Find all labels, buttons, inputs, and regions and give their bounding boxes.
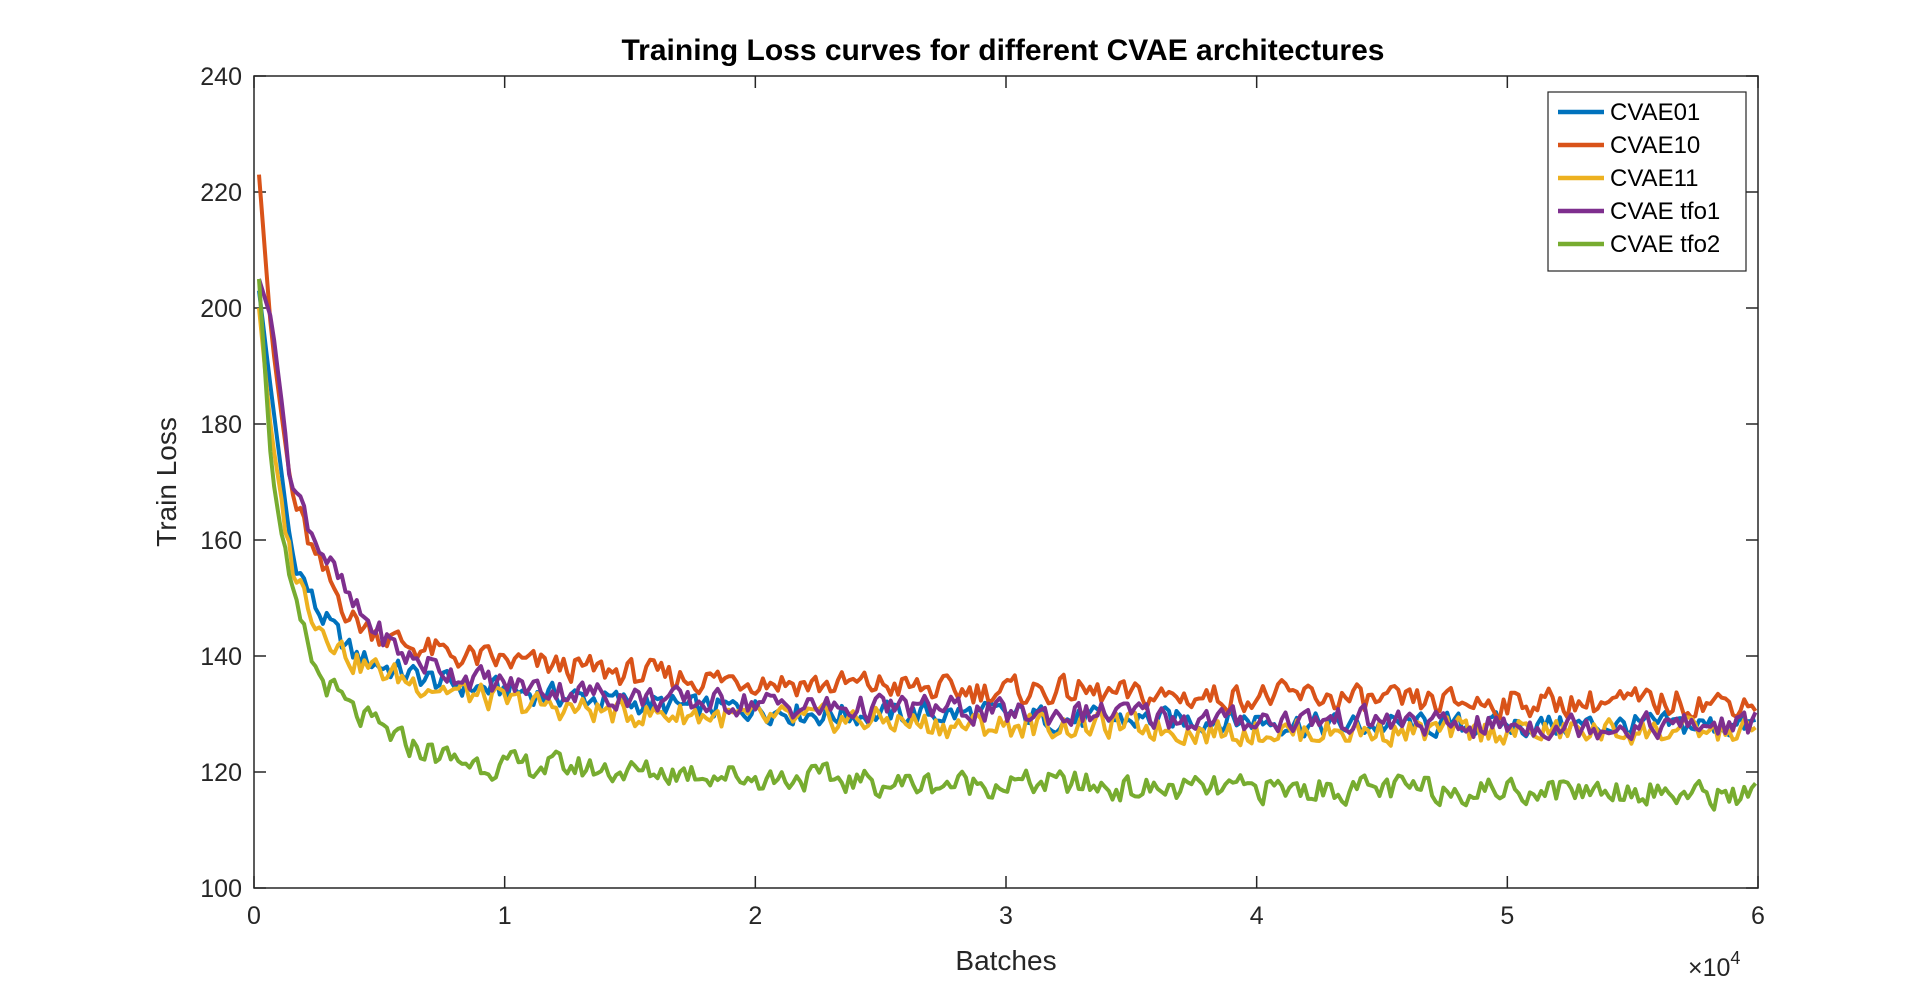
y-tick-label: 140 bbox=[200, 643, 242, 671]
legend-label: CVAE11 bbox=[1610, 165, 1699, 192]
legend-label: CVAE01 bbox=[1610, 99, 1700, 126]
legend-box bbox=[1547, 91, 1747, 272]
x-tick-label: 4 bbox=[1250, 902, 1264, 930]
legend-label: CVAE10 bbox=[1610, 132, 1700, 159]
tick-labels-layer: 0 1 2 3 4 5 6 100 120 140 160 180 200 220 240 bbox=[200, 63, 1765, 930]
x-tick-label: 5 bbox=[1500, 902, 1514, 930]
series-line-3 bbox=[257, 278, 1758, 742]
y-tick-label: 100 bbox=[200, 875, 242, 903]
y-axis-label: Train Loss bbox=[151, 417, 182, 547]
plot-area bbox=[254, 76, 1758, 888]
x-exponent-multiplier: ×104 bbox=[1688, 948, 1740, 982]
x-axis-label: Batches bbox=[955, 945, 1056, 976]
y-tick-label: 200 bbox=[200, 295, 242, 323]
legend: CVAE01 CVAE10 CVAE11 CVAE tfo1 CVAE tfo2 bbox=[1547, 91, 1747, 272]
legend-label: CVAE tfo1 bbox=[1610, 198, 1720, 225]
series-line-1 bbox=[257, 174, 1758, 721]
x-exponent-power: 4 bbox=[1730, 948, 1740, 968]
y-tick-label: 120 bbox=[200, 759, 242, 787]
axes-box bbox=[253, 75, 1759, 889]
series-line-4 bbox=[257, 278, 1758, 812]
x-tick-label: 0 bbox=[247, 902, 261, 930]
chart-title: Training Loss curves for different CVAE … bbox=[622, 34, 1385, 67]
legend-label: CVAE tfo2 bbox=[1610, 231, 1720, 258]
y-tick-label: 180 bbox=[200, 411, 242, 439]
x-tick-label: 3 bbox=[999, 902, 1013, 930]
y-tick-label: 240 bbox=[200, 63, 242, 91]
x-exponent-base: ×10 bbox=[1688, 954, 1730, 982]
x-tick-label: 1 bbox=[498, 902, 512, 930]
y-tick-label: 220 bbox=[200, 179, 242, 207]
y-tick-label: 160 bbox=[200, 527, 242, 555]
x-tick-label: 2 bbox=[748, 902, 762, 930]
x-tick-label: 6 bbox=[1751, 902, 1765, 930]
series-layer bbox=[257, 174, 1758, 812]
